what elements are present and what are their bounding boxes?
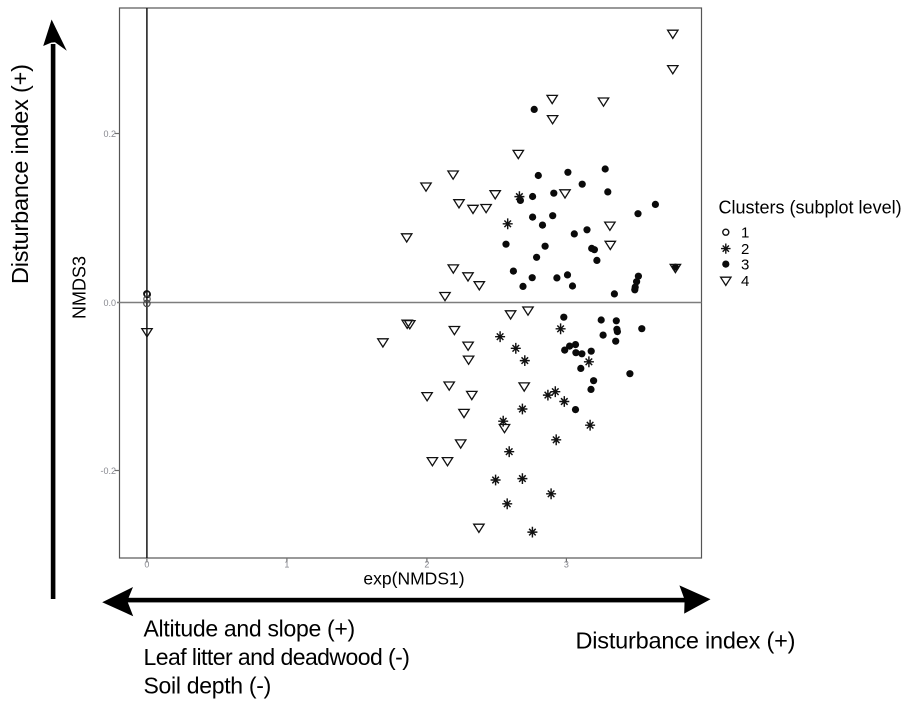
svg-text:0.2: 0.2: [103, 129, 116, 139]
svg-text:4: 4: [741, 273, 749, 290]
svg-text:2: 2: [424, 560, 429, 570]
svg-text:1: 1: [284, 560, 289, 570]
svg-text:Altitude and slope (+): Altitude and slope (+): [144, 616, 355, 642]
svg-text:Disturbance index (+): Disturbance index (+): [7, 64, 33, 284]
svg-text:0.0: 0.0: [103, 298, 116, 308]
svg-text:NMDS3: NMDS3: [70, 256, 90, 319]
svg-text:2: 2: [741, 241, 749, 258]
svg-text:-0.2: -0.2: [100, 466, 116, 476]
svg-text:Disturbance index (+): Disturbance index (+): [576, 628, 796, 654]
svg-text:exp(NMDS1): exp(NMDS1): [363, 569, 464, 589]
svg-text:0: 0: [144, 560, 149, 570]
svg-text:3: 3: [741, 257, 749, 274]
svg-text:1: 1: [741, 225, 749, 242]
svg-text:Clusters (subplot level): Clusters (subplot level): [719, 198, 902, 218]
svg-text:Leaf litter and deadwood (-): Leaf litter and deadwood (-): [144, 644, 410, 670]
svg-text:Soil depth (-): Soil depth (-): [144, 673, 271, 699]
svg-text:3: 3: [564, 560, 569, 570]
